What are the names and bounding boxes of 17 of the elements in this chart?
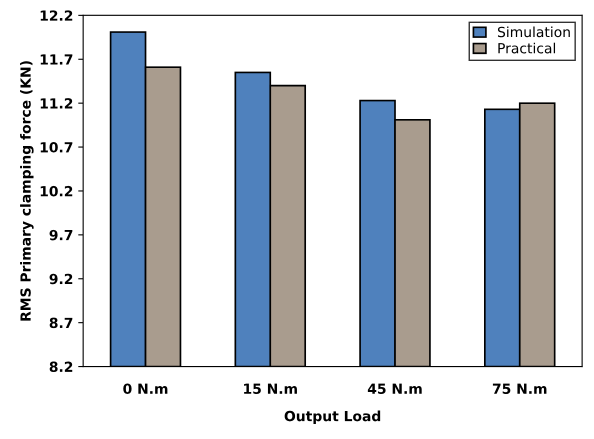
x-axis-title: Output Load	[284, 410, 380, 424]
y-tick-label: 9.2	[50, 274, 72, 284]
y-axis-title: RMS Primary clamping force (KN)	[20, 61, 34, 321]
y-tick-label: 11.2	[40, 98, 72, 108]
x-tick-label: 45 N.m	[368, 384, 422, 394]
y-tick-label: 10.2	[40, 186, 72, 196]
legend-label: Practical	[498, 42, 556, 54]
y-tick-label: 12.2	[40, 10, 72, 21]
y-tick-label: 8.2	[50, 362, 72, 372]
x-tick-label: 15 N.m	[244, 384, 297, 394]
y-tick-label: 10.7	[40, 142, 72, 153]
y-tick-label: 8.7	[50, 318, 72, 328]
x-tick-label: 0 N.m	[123, 383, 168, 394]
legend-label: Simulation	[498, 26, 570, 38]
y-tick-label: 9.7	[50, 230, 72, 240]
x-tick-label: 75 N.m	[492, 384, 546, 394]
y-tick-label: 11.7	[40, 54, 72, 65]
